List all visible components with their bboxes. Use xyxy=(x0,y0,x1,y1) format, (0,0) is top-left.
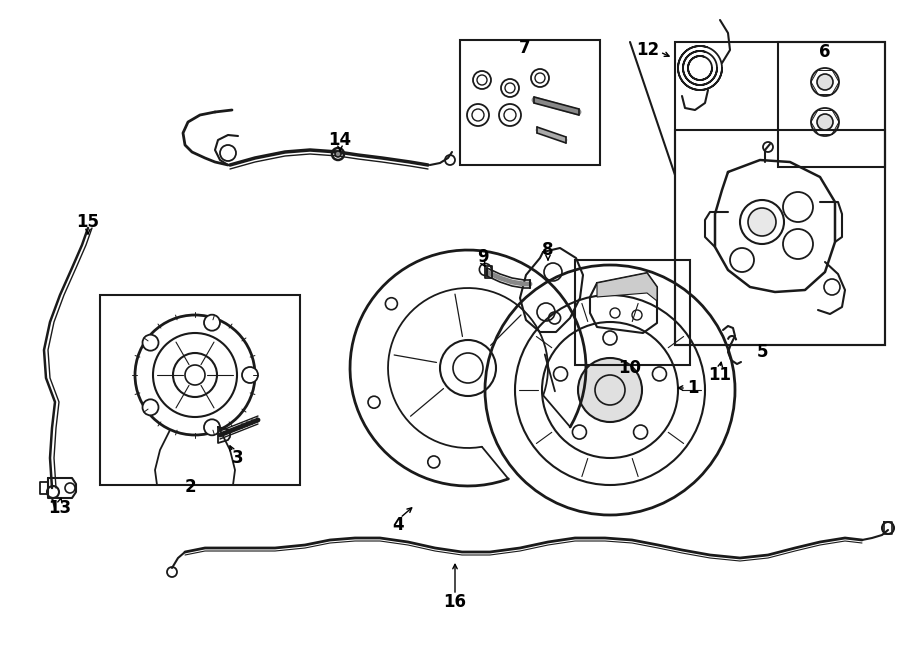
Circle shape xyxy=(817,74,833,90)
Circle shape xyxy=(335,151,341,157)
Text: 12: 12 xyxy=(636,41,660,59)
Text: 1: 1 xyxy=(688,379,698,397)
Text: 14: 14 xyxy=(328,131,352,149)
Circle shape xyxy=(142,399,158,415)
Text: 2: 2 xyxy=(184,478,196,496)
Circle shape xyxy=(142,335,158,351)
Text: 8: 8 xyxy=(542,241,554,259)
Text: 5: 5 xyxy=(756,343,768,361)
Bar xyxy=(100,295,300,485)
Text: 7: 7 xyxy=(519,39,531,57)
Circle shape xyxy=(242,367,258,383)
Circle shape xyxy=(578,358,642,422)
Text: 16: 16 xyxy=(444,593,466,611)
Text: 11: 11 xyxy=(708,366,732,384)
Bar xyxy=(778,42,885,167)
Circle shape xyxy=(204,419,220,436)
Bar xyxy=(675,42,885,345)
Bar xyxy=(575,260,690,365)
Text: 9: 9 xyxy=(477,248,489,266)
Circle shape xyxy=(817,114,833,130)
Text: 4: 4 xyxy=(392,516,404,534)
Polygon shape xyxy=(597,273,657,301)
Bar xyxy=(460,40,600,165)
Text: 15: 15 xyxy=(76,213,100,231)
Text: 6: 6 xyxy=(819,43,831,61)
Circle shape xyxy=(204,314,220,331)
Bar xyxy=(675,130,885,345)
Text: 3: 3 xyxy=(232,449,244,467)
Text: 13: 13 xyxy=(49,499,72,517)
Circle shape xyxy=(748,208,776,236)
Text: 10: 10 xyxy=(618,359,642,377)
